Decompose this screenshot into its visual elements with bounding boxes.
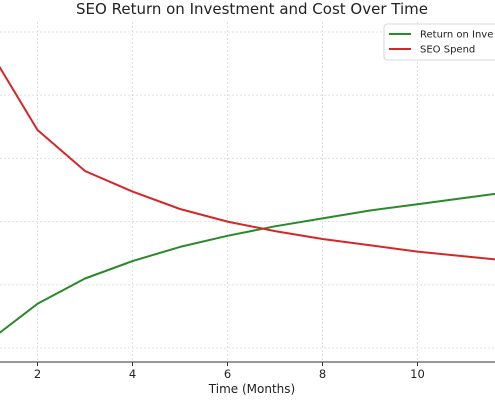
grid <box>0 22 495 362</box>
x-tick-label: 2 <box>34 367 41 381</box>
x-tick-label: 6 <box>224 367 231 381</box>
legend-label-0: Return on Inve <box>420 30 493 41</box>
x-tick-label: 10 <box>410 367 425 381</box>
x-axis-ticks: 2 4 6 8 10 <box>34 362 425 381</box>
x-tick-label: 4 <box>129 367 136 381</box>
legend: Return on Inve SEO Spend <box>383 23 495 61</box>
x-tick-label: 8 <box>319 367 326 381</box>
chart-title: SEO Return on Investment and Cost Over T… <box>76 0 428 18</box>
series-line-1 <box>0 65 495 261</box>
series-line-0 <box>0 192 495 334</box>
x-axis-label: Time (Months) <box>208 382 295 396</box>
series-lines <box>0 65 495 334</box>
legend-box <box>383 23 495 61</box>
legend-label-1: SEO Spend <box>420 45 475 56</box>
